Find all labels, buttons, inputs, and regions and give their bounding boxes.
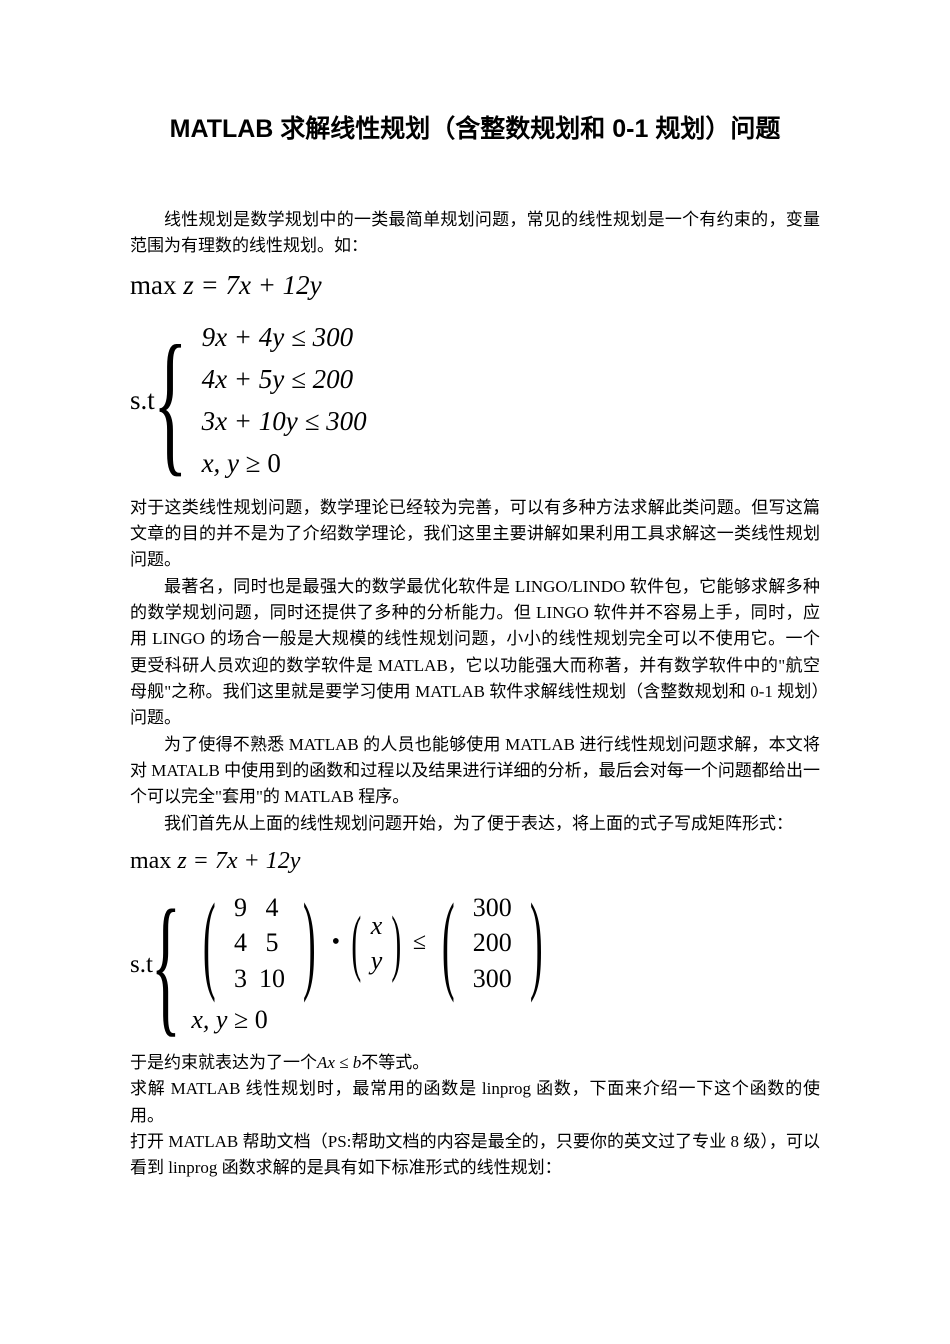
page-title: MATLAB 求解线性规划（含整数规划和 0-1 规划）问题	[130, 110, 820, 149]
body-paragraph: 最著名，同时也是最强大的数学最优化软件是 LINGO/LINDO 软件包，它能够…	[130, 574, 820, 732]
st-label: s.t	[130, 380, 155, 422]
body-paragraph: 对于这类线性规划问题，数学理论已经较为完善，可以有多种方法求解此类问题。但写这篇…	[130, 495, 820, 574]
matrix-col: 4510	[259, 890, 285, 995]
max-label: max	[130, 848, 177, 874]
max-label: max	[130, 270, 183, 300]
st-label: s.t	[130, 946, 153, 985]
paren-left: (	[351, 912, 361, 975]
constraint-row: x, y ≥ 0	[202, 443, 367, 485]
inline-math: Ax ≤ b	[317, 1053, 361, 1072]
left-brace: {	[151, 899, 181, 1031]
dot-op: •	[332, 924, 340, 961]
vector-col: xy	[371, 908, 383, 978]
body-paragraph: 打开 MATLAB 帮助文档（PS:帮助文档的内容是最全的，只要你的英文过了专业…	[130, 1129, 820, 1182]
body-paragraph: 为了使得不熟悉 MATLAB 的人员也能够使用 MATLAB 进行线性规划问题求…	[130, 732, 820, 811]
vector-col: 300200300	[473, 890, 512, 995]
paren-right: )	[303, 896, 316, 990]
body-paragraph: 于是约束就表达为了一个Ax ≤ b不等式。	[130, 1050, 820, 1076]
nonneg-constraint: x, y ≥ 0	[191, 1000, 554, 1040]
le-op: ≤	[413, 924, 426, 961]
left-brace: {	[153, 333, 188, 469]
paren-right: )	[530, 896, 543, 990]
objective-expr: z = 7x + 12y	[183, 270, 321, 300]
paren-left: (	[442, 896, 455, 990]
objective-1: max z = 7x + 12y	[130, 265, 820, 307]
paren-right: )	[392, 912, 402, 975]
constraint-row: 4x + 5y ≤ 200	[202, 359, 367, 401]
constraint-row: 3x + 10y ≤ 300	[202, 401, 367, 443]
constraints-matrix: s.t { ( 943 4510 ) • ( xy ) ≤ (	[130, 890, 820, 1040]
constraint-row: 9x + 4y ≤ 300	[202, 317, 367, 359]
matrix-col: 943	[234, 890, 247, 995]
intro-paragraph: 线性规划是数学规划中的一类最简单规划问题，常见的线性规划是一个有约束的，变量范围…	[130, 207, 820, 260]
body-paragraph: 我们首先从上面的线性规划问题开始，为了便于表达，将上面的式子写成矩阵形式：	[130, 811, 820, 837]
body-paragraph: 求解 MATLAB 线性规划时，最常用的函数是 linprog 函数，下面来介绍…	[130, 1076, 820, 1129]
objective-expr: z = 7x + 12y	[177, 848, 300, 874]
objective-2: max z = 7x + 12y	[130, 843, 820, 880]
paren-left: (	[203, 896, 216, 990]
constraints-1: s.t { 9x + 4y ≤ 300 4x + 5y ≤ 200 3x + 1…	[130, 317, 820, 484]
